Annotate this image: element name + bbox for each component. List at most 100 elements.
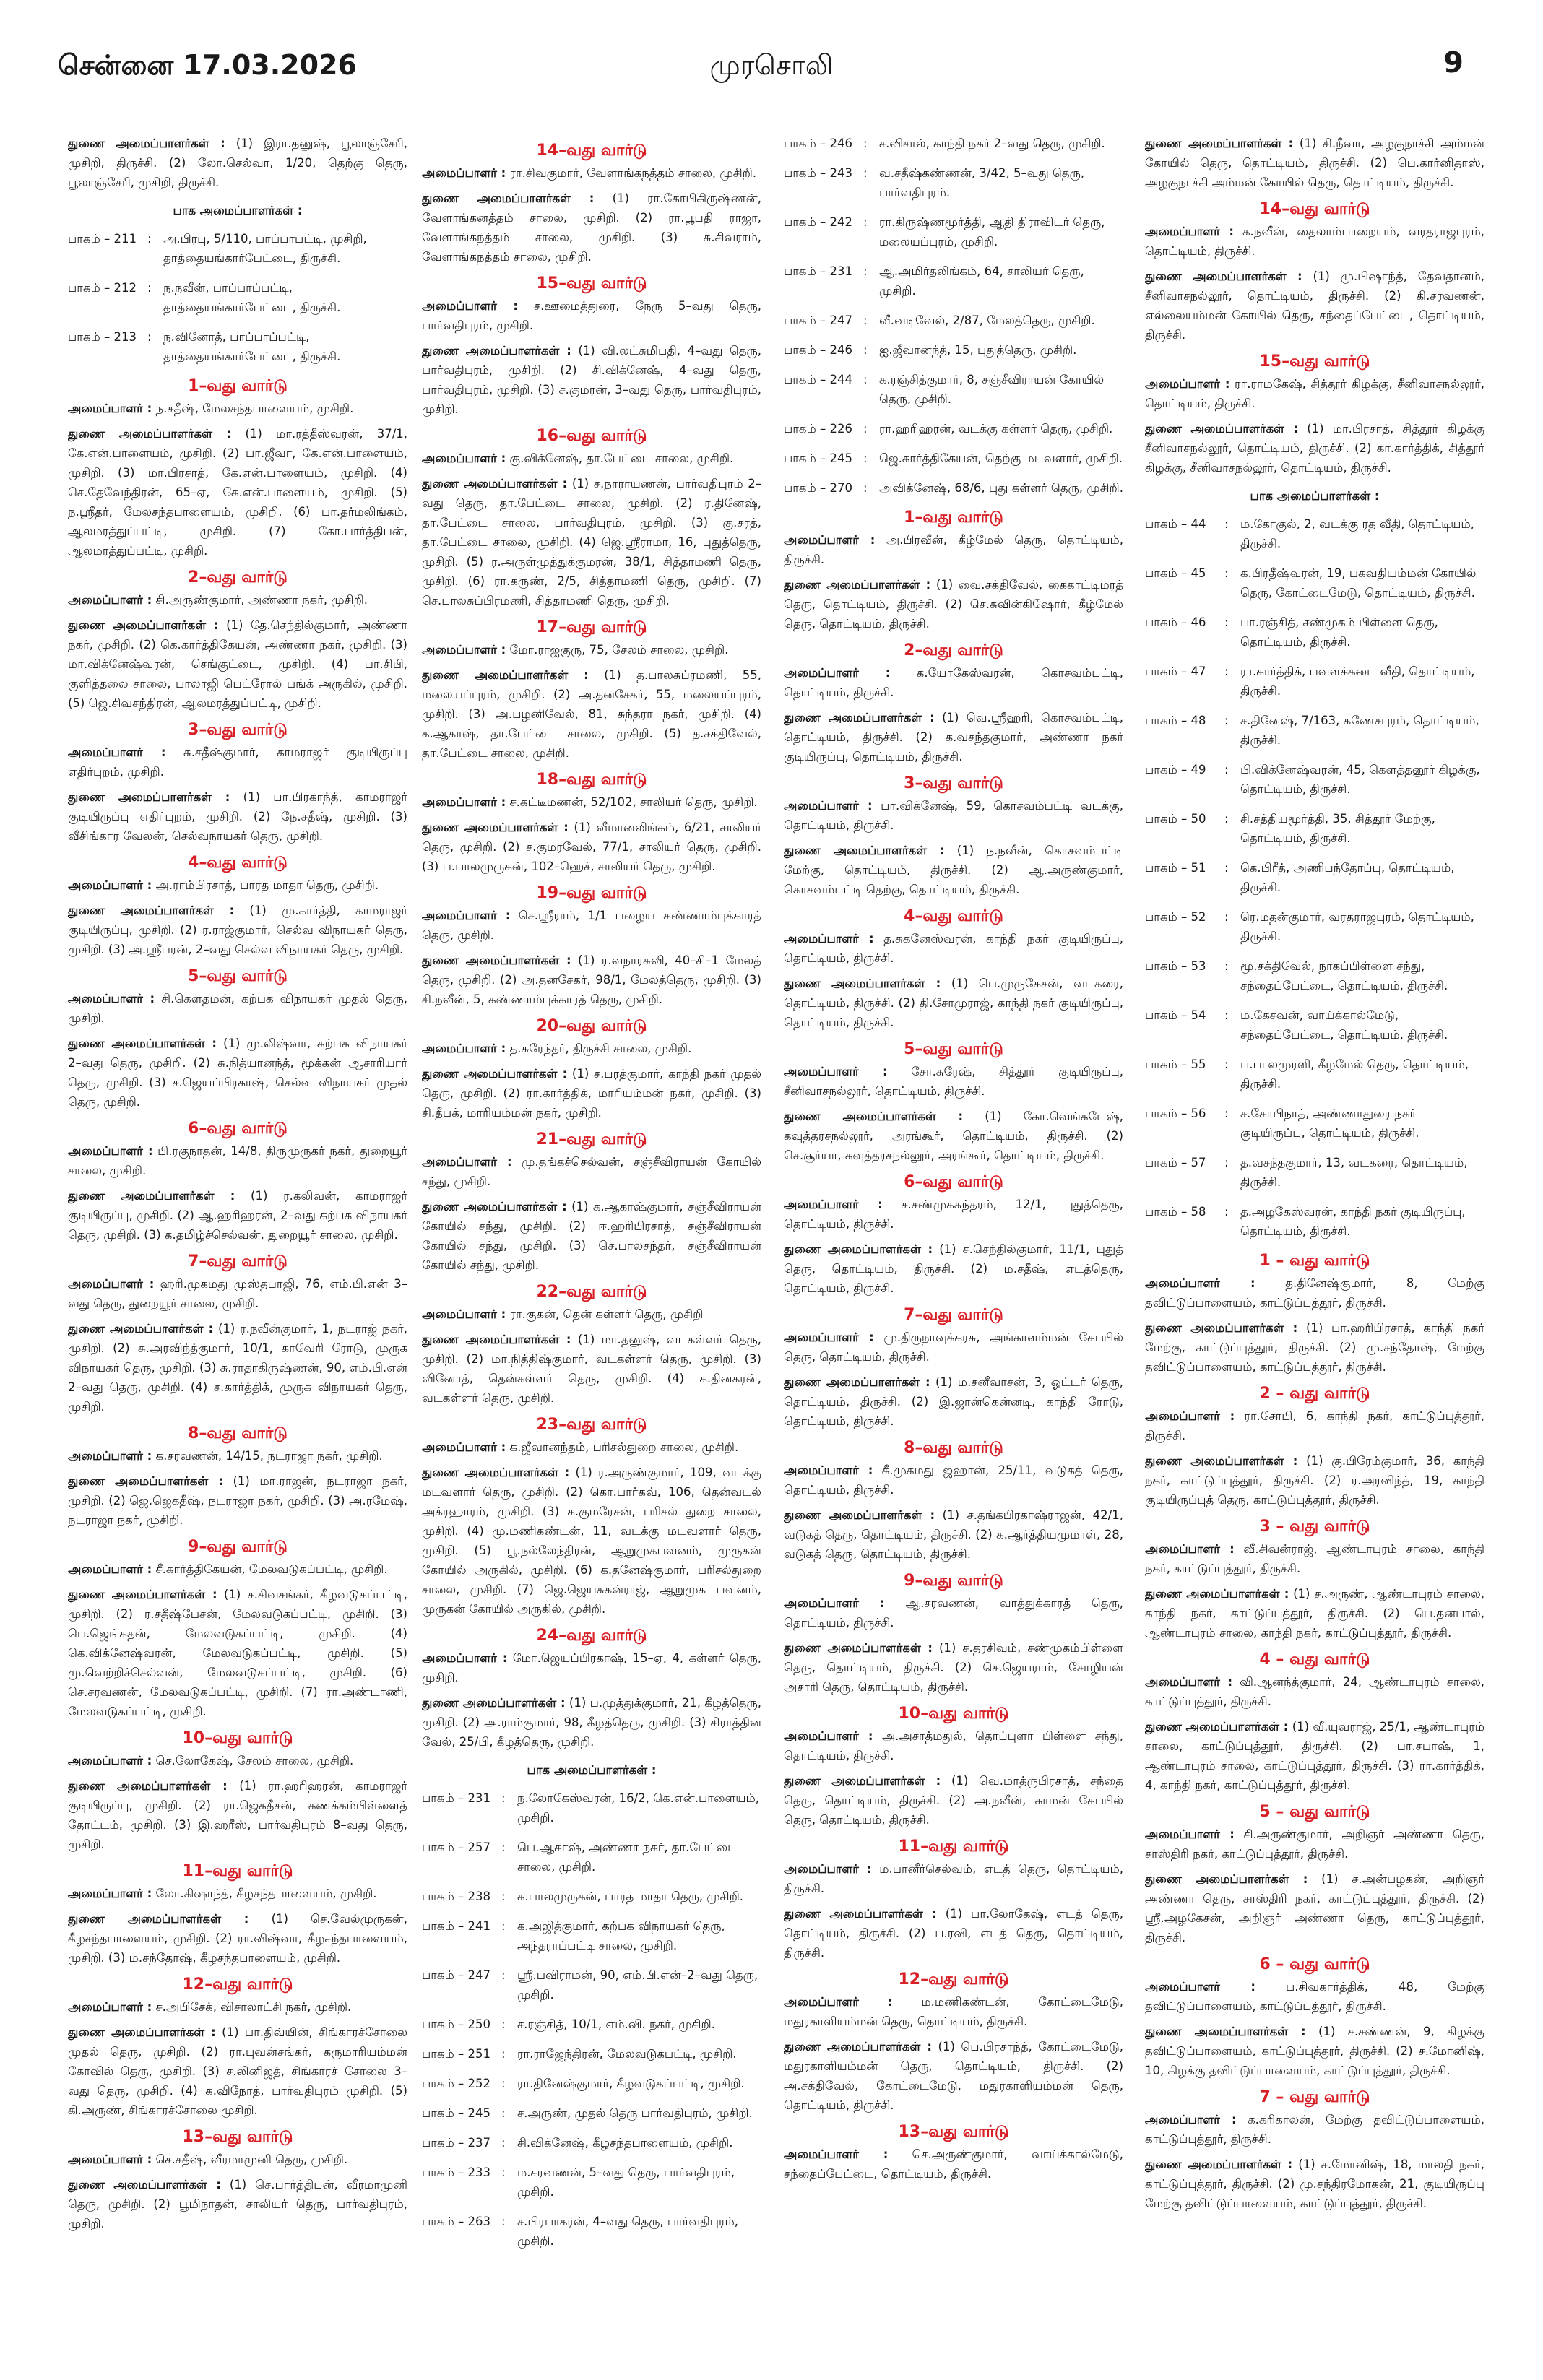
ward-section: 6–வது வார்டு அமைப்பாளர் : ச.சண்முகசுந்தரம… bbox=[784, 1172, 1123, 1298]
ward-section: 2–வது வார்டு அமைப்பாளர் : க.யோகேஸ்வரன், க… bbox=[784, 641, 1123, 766]
appointment-label: துணை அமைப்பாளர்கள் : bbox=[784, 1774, 941, 1788]
ward-heading: 2 – வது வார்டு bbox=[1259, 1385, 1370, 1403]
ward-heading: 8–வது வார்டு bbox=[188, 1424, 288, 1442]
appointment-paragraph: அமைப்பாளர் : சி.அருண்குமார், அறிஞர் அண்ண… bbox=[1145, 1825, 1484, 1864]
appointment-paragraph: துணை அமைப்பாளர்கள் : (1) ச.அன்பழகன், அறி… bbox=[1145, 1869, 1484, 1947]
appointment-label: துணை அமைப்பாளர்கள் : bbox=[422, 1200, 567, 1213]
separator: : bbox=[1224, 1107, 1229, 1120]
appointment-text: (1) மா.ரத்தீஸ்வரன், 37/1, கே.என்.பாளையம்… bbox=[68, 427, 407, 558]
separator: : bbox=[1224, 910, 1229, 924]
appointment-label: அமைப்பாளர் : bbox=[784, 1463, 873, 1477]
appointment-paragraph: துணை அமைப்பாளர்கள் : (1) த.பாலசுப்ரமணி, … bbox=[422, 665, 761, 763]
appointment-paragraph: அமைப்பாளர் : க.கரிகாலன், மேற்கு தவிட்டுப… bbox=[1145, 2110, 1484, 2149]
appointment-text: (1) மு.பிஷாந்த், தேவதானம், சீனிவாசநல்லூர… bbox=[1145, 269, 1484, 342]
booth-number: பாகம் – 250 bbox=[422, 2017, 490, 2031]
appointment-label: அமைப்பாளர் : bbox=[1145, 1980, 1255, 1994]
booth-organizer: ரா.ராஜேந்திரன், மேலவடுகபட்டி, முசிறி. bbox=[517, 2047, 737, 2061]
ward-heading: 5–வது வார்டு bbox=[188, 967, 288, 985]
booth-row: பாகம் – 257: பெ.ஆகாஷ், அண்ணா நகர், தா.பேட… bbox=[422, 1838, 761, 1877]
separator: : bbox=[863, 422, 868, 436]
appointment-paragraph: அமைப்பாளர் : மோ.ராஜகுரு, 75, சேலம் சாலை,… bbox=[422, 640, 761, 659]
ward-section: 8–வது வார்டு அமைப்பாளர் : கீ.முகமது ஜஹான்… bbox=[784, 1438, 1123, 1564]
appointment-paragraph: துணை அமைப்பாளர்கள் : (1) ர.நவீன்குமார், … bbox=[68, 1319, 407, 1416]
ward-section: 13–வது வார்டு அமைப்பாளர் : செ.அருண்குமார்… bbox=[784, 2122, 1123, 2184]
appointment-text: (1) பா.ஹரிபிரசாத், காந்தி நகர் மேற்கு, க… bbox=[1145, 1321, 1484, 1374]
appointment-text: க.சரவணன், 14/15, நடராஜா நகர், முசிறி. bbox=[155, 1449, 383, 1463]
column-4: துணை அமைப்பாளர்கள் : (1) சி.நீவா, அழகுநா… bbox=[1145, 134, 1484, 2358]
ward-section: 14–வது வார்டு அமைப்பாளர் : ரா.சிவகுமார், … bbox=[422, 141, 761, 267]
booth-row: பாகம் – 58: த.அழகேஸ்வரன், காந்தி நகர் குட… bbox=[1145, 1202, 1484, 1241]
ward-section: 13–வது வார்டு அமைப்பாளர் : செ.சதீஷ், வீரம… bbox=[68, 2127, 407, 2233]
appointment-paragraph: துணை அமைப்பாளர்கள் : (1) ச.சிவசங்கர், கீ… bbox=[68, 1585, 407, 1721]
separator: : bbox=[863, 137, 868, 150]
appointment-text: (1) பெ.முருகேசன், வடகரை, தொட்டியம், திரு… bbox=[784, 977, 1123, 1029]
ward-section: 24–வது வார்டு அமைப்பாளர் : மோ.ஜெயப்பிரகாஷ… bbox=[422, 1626, 761, 1752]
appointment-text: (1) ம.சனீவாசன், 3, ஓட்டர் தெரு, தொட்டியம… bbox=[784, 1375, 1123, 1428]
booth-organizer: ந.லோகேஸ்வரன், 16/2, கெ.என்.பாளையம், முசி… bbox=[517, 1791, 760, 1825]
booth-organizer: ப.பாலமுரளி, கீழமேல் தெரு, தொட்டியம், திர… bbox=[1240, 1057, 1469, 1091]
ward-heading: 17–வது வார்டு bbox=[536, 618, 647, 636]
booth-row: பாகம் – 212: ந.நவீன், பாப்பாப்பட்டி, தாத்… bbox=[68, 278, 407, 317]
ward-section: 17–வது வார்டு அமைப்பாளர் : மோ.ராஜகுரு, 75… bbox=[422, 618, 761, 763]
separator: : bbox=[147, 232, 152, 246]
booth-row: பாகம் – 242: ரா.கிருஷ்ணமூர்த்தி, ஆதி திரா… bbox=[784, 212, 1123, 251]
appointment-paragraph: அமைப்பாளர் : ச.அபிசேக், விசாலாட்சி நகர்,… bbox=[68, 1997, 407, 2017]
ward-section: 4–வது வார்டு அமைப்பாளர் : த.சுகனேஸ்வரன், … bbox=[784, 906, 1123, 1032]
ward-heading: 12–வது வார்டு bbox=[182, 1976, 293, 1994]
appointment-paragraph: அமைப்பாளர் : ரா.சோபி, 6, காந்தி நகர், கா… bbox=[1145, 1406, 1484, 1445]
booth-organizer: மூ.சக்திவேல், நாகப்பிள்ளை சந்து, சந்தைப்… bbox=[1240, 959, 1448, 992]
appointment-label: துணை அமைப்பாளர்கள் : bbox=[422, 953, 571, 967]
appointment-label: துணை அமைப்பாளர்கள் : bbox=[422, 668, 589, 682]
edition-date: சென்னை 17.03.2026 bbox=[58, 49, 357, 81]
appointment-paragraph: துணை அமைப்பாளர்கள் : (1) பெ.முருகேசன், வ… bbox=[784, 974, 1123, 1032]
booth-organizer: சி.சத்தியமூர்த்தி, 35, சித்தூர் மேற்கு, … bbox=[1240, 812, 1435, 845]
booth-organizer: ரா.தினேஷ்குமார், கீழவடுகப்பட்டி, முசிறி. bbox=[517, 2077, 745, 2090]
appointment-label: துணை அமைப்பாளர்கள் : bbox=[784, 578, 931, 592]
appointment-text: ச.சண்முகசுந்தரம், 12/1, புதுத்தெரு, தொட்… bbox=[784, 1198, 1123, 1231]
appointment-text: ந.சதீஷ், மேலசந்தபாளையம், முசிறி. bbox=[155, 402, 354, 415]
appointment-label: துணை அமைப்பாளர்கள் : bbox=[68, 427, 232, 441]
ward-section: 11–வது வார்டு அமைப்பாளர் : ம.பானீர்செல்வம… bbox=[784, 1837, 1123, 1963]
booth-organizer: ரா.ஹரிஹரன், வடக்கு கள்ளர் தெரு, முசிறி. bbox=[879, 422, 1113, 436]
appointment-text: ரா.குகன், தென் கள்ளர் தெரு, முசிறி bbox=[509, 1307, 704, 1321]
appointment-label: துணை அமைப்பாளர்கள் : bbox=[68, 1779, 228, 1793]
ward-heading: 4–வது வார்டு bbox=[904, 907, 1003, 925]
ward-heading: 12–வது வார்டு bbox=[898, 1970, 1009, 1989]
booth-number: பாகம் – 263 bbox=[422, 2215, 490, 2228]
appointment-paragraph: அமைப்பாளர் : ந.சதீஷ், மேலசந்தபாளையம், மு… bbox=[68, 399, 407, 418]
ward-heading: 15–வது வார்டு bbox=[536, 274, 647, 293]
ward-section: 7–வது வார்டு அமைப்பாளர் : ஹரி.முகமது முஸ்… bbox=[68, 1252, 407, 1416]
ward-heading: 10–வது வார்டு bbox=[182, 1729, 293, 1747]
appointment-text: ச.கட்டீமணன், 52/102, சாலியர் தெரு, முசிற… bbox=[509, 795, 758, 809]
appointment-text: (1) ச.தரசிவம், சண்முகம்பிள்ளை தெரு, தொட்… bbox=[784, 1641, 1123, 1694]
ward-heading: 20–வது வார்டு bbox=[536, 1017, 647, 1035]
appointment-label: துணை அமைப்பாளர்கள் : bbox=[68, 1322, 214, 1336]
appointment-text: (1) ச.நாராயணன், பார்வதிபுரம் 2–வது தெரு,… bbox=[422, 477, 761, 607]
ward-heading: 6–வது வார்டு bbox=[904, 1173, 1003, 1191]
appointment-text: (1) ச.மோனிஷ், 18, மாலதி நகர், காட்டுப்பு… bbox=[1145, 2158, 1484, 2210]
appointment-label: அமைப்பாளர் : bbox=[422, 1440, 506, 1454]
appointment-text: (1) க.ஆகாஷ்குமார், சஞ்சீவிராயன் கோயில் ச… bbox=[422, 1200, 761, 1272]
appointment-text: ப.சிவகார்த்திக், 48, மேற்கு தவிட்டுப்பாள… bbox=[1145, 1980, 1484, 2013]
ward-heading: 7 – வது வார்டு bbox=[1259, 2088, 1370, 2106]
appointment-paragraph: துணை அமைப்பாளர்கள் : (1) ர.அருண்குமார், … bbox=[422, 1463, 761, 1619]
appointment-label: துணை அமைப்பாளர்கள் : bbox=[1145, 2158, 1293, 2171]
appointment-text: (1) வை.சக்திவேல், கைகாட்டிமரத் தெரு, தொட… bbox=[784, 578, 1123, 631]
booth-organizer: ம.சரவணன், 5–வது தெரு, பார்வதிபுரம், முசி… bbox=[517, 2165, 735, 2199]
appointment-label: அமைப்பாளர் : bbox=[422, 166, 506, 180]
booth-organizer: க.பிரதீஷ்வரன், 19, பகவதியம்மன் கோயில் தெ… bbox=[1240, 566, 1477, 600]
booth-number: பாகம் – 44 bbox=[1145, 517, 1206, 531]
appointment-paragraph: அமைப்பாளர் : ரா.குகன், தென் கள்ளர் தெரு,… bbox=[422, 1304, 761, 1324]
ward-section: 5–வது வார்டு அமைப்பாளர் : சோ.சுரேஷ், சித்… bbox=[784, 1039, 1123, 1165]
booth-row: பாகம் – 57: த.வசந்தகுமார், 13, வடகரை, தொட… bbox=[1145, 1153, 1484, 1192]
booth-organizer: அ.பிரபு, 5/110, பாப்பாபட்டி, முசிறி, தாத… bbox=[163, 232, 367, 265]
appointment-label: துணை அமைப்பாளர்கள் : bbox=[68, 1912, 249, 1926]
booth-organizer: ஸ்ரீ.பவிராமன், 90, எம்.பி.என்–2–வது தெரு… bbox=[517, 1968, 758, 2002]
booth-number: பாகம் – 246 bbox=[784, 343, 852, 357]
appointment-text: சோ.சுரேஷ், சித்தூர் குடியிருப்பு, சீனிவா… bbox=[784, 1065, 1123, 1098]
booth-organizer: ச.அருண், முதல் தெரு பார்வதிபுரம், முசிறி… bbox=[517, 2106, 753, 2120]
appointment-label: துணை அமைப்பாளர்கள் : bbox=[1145, 422, 1299, 436]
separator: : bbox=[501, 2106, 506, 2120]
ward-heading: 8–வது வார்டு bbox=[904, 1439, 1003, 1457]
booth-organizer: ச.தினேஷ், 7/163, கணேசபுரம், தொட்டியம், த… bbox=[1240, 714, 1479, 747]
